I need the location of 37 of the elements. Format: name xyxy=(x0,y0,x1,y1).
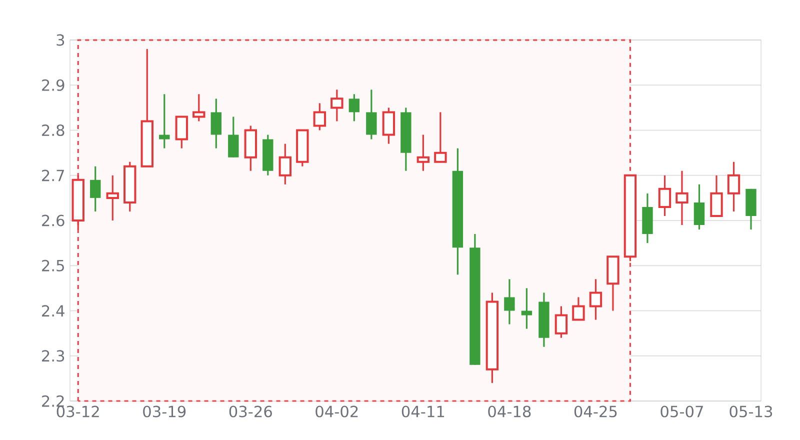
x-tick-label: 03-19 xyxy=(143,406,186,418)
candlestick xyxy=(572,296,585,321)
y-tick-label: 2.6 xyxy=(42,214,64,226)
candlestick xyxy=(521,287,532,330)
candlestick xyxy=(313,102,326,132)
y-tick-label: 2.9 xyxy=(42,79,64,91)
y-tick-label: 2.7 xyxy=(42,170,64,182)
candlestick xyxy=(416,134,430,172)
candlestick xyxy=(658,174,672,217)
x-tick-label: 03-26 xyxy=(229,406,272,418)
candlestick xyxy=(434,111,447,163)
candlestick xyxy=(175,116,188,150)
candlestick xyxy=(106,174,119,222)
y-tick-label: 2.5 xyxy=(42,260,64,272)
candlestick xyxy=(694,184,705,230)
candlestick xyxy=(589,278,602,321)
candlestick xyxy=(278,142,292,186)
x-tick-label: 04-02 xyxy=(316,406,358,418)
x-tick-label: 05-07 xyxy=(660,406,703,418)
candlestick xyxy=(710,174,723,217)
y-tick-label: 2.3 xyxy=(42,350,64,362)
candlestick xyxy=(330,88,344,122)
x-tick-label: 03-12 xyxy=(56,406,99,418)
x-tick-label: 04-18 xyxy=(488,406,531,418)
candlestick xyxy=(348,93,360,122)
candlestick xyxy=(676,170,688,226)
candlestick xyxy=(554,305,568,339)
candlestick xyxy=(727,161,740,212)
y-tick-label: 2.2 xyxy=(42,395,64,407)
y-tick-label: 3 xyxy=(56,34,64,46)
y-tick-label: 2.4 xyxy=(42,305,64,316)
x-tick-label: 04-11 xyxy=(402,406,444,418)
x-tick-label: 04-25 xyxy=(574,406,617,418)
x-tick-label: 05-13 xyxy=(730,406,772,418)
candlestick xyxy=(382,106,396,145)
candlestick xyxy=(192,93,206,122)
y-tick-label: 2.8 xyxy=(42,124,64,136)
